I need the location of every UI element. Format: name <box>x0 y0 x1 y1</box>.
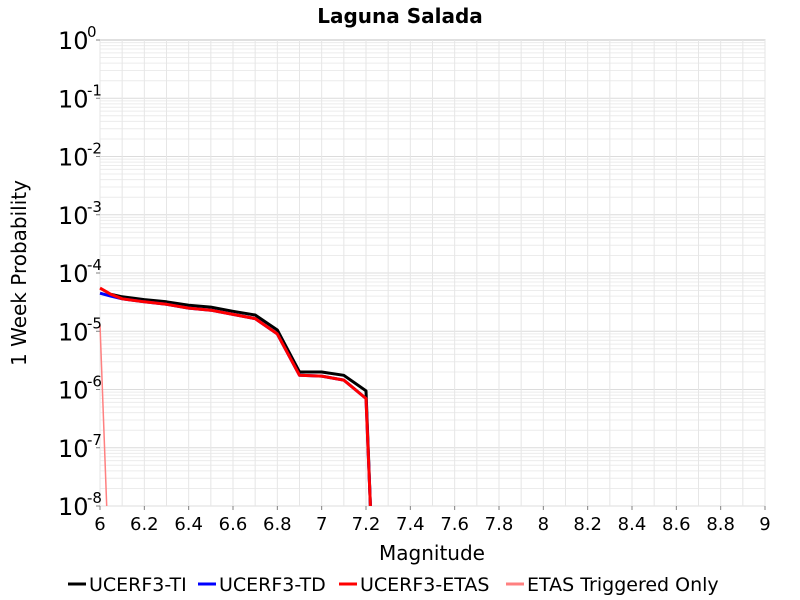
legend: UCERF3-TI UCERF3-TD UCERF3-ETAS ETAS Trigge… <box>68 574 719 596</box>
x-tick-label: 8 <box>538 514 549 535</box>
x-tick-label: 7.6 <box>440 514 469 535</box>
y-tick-label: 10 <box>58 260 89 288</box>
y-tick-label: 10 <box>58 435 89 463</box>
legend-label: UCERF3-TI <box>89 574 187 596</box>
chart-title: Laguna Salada <box>317 4 483 28</box>
y-tick-label: 10 <box>58 27 89 55</box>
y-tick-exponent: -6 <box>87 373 102 391</box>
y-tick-label: 10 <box>58 144 89 172</box>
x-tick-label: 7.2 <box>352 514 381 535</box>
x-tick-label: 7.4 <box>396 514 425 535</box>
y-tick-label: 10 <box>58 85 89 113</box>
y-tick-exponent: -5 <box>87 314 102 332</box>
y-tick-label: 10 <box>58 377 89 405</box>
x-tick-label: 9 <box>759 514 770 535</box>
y-tick-exponent: -1 <box>87 81 102 99</box>
x-tick-label: 8.8 <box>706 514 735 535</box>
y-tick-exponent: -2 <box>87 140 102 158</box>
x-axis-label: Magnitude <box>379 541 485 565</box>
x-tick-label: 8.6 <box>662 514 691 535</box>
series-line-ucerf3-etas <box>99 286 372 507</box>
y-axis-label: 1 Week Probability <box>7 180 31 366</box>
x-tick-label: 6.8 <box>263 514 292 535</box>
y-tick-exponent: -4 <box>87 256 102 274</box>
series-line-ucerf3-ti <box>110 292 372 507</box>
y-tick-exponent: -7 <box>87 431 102 449</box>
x-tick-label: 7 <box>316 514 327 535</box>
y-tick-exponent: -3 <box>87 198 102 216</box>
x-tick-label: 8.2 <box>573 514 602 535</box>
series-layer <box>99 286 372 507</box>
legend-label: ETAS Triggered Only <box>527 574 719 596</box>
y-tick-label: 10 <box>58 318 89 346</box>
y-tick-label: 10 <box>58 493 89 521</box>
x-tick-label: 6.2 <box>130 514 159 535</box>
x-axis-ticks: 6 6.2 6.4 6.6 6.8 7 7.2 7.4 7.6 7.8 8 8.2 8.4 8.6 8.8 9 <box>94 506 771 535</box>
y-tick-exponent: -8 <box>87 489 102 507</box>
grid <box>99 40 766 507</box>
x-tick-label: 6.6 <box>219 514 248 535</box>
x-tick-label: 8.4 <box>618 514 647 535</box>
x-tick-label: 6 <box>94 514 105 535</box>
x-tick-label: 7.8 <box>485 514 514 535</box>
series-line-etas-triggered-only <box>99 324 108 507</box>
legend-label: UCERF3-ETAS <box>360 574 489 596</box>
legend-label: UCERF3-TD <box>219 574 326 596</box>
y-tick-exponent: 0 <box>87 23 97 41</box>
x-tick-label: 6.4 <box>174 514 203 535</box>
y-tick-label: 10 <box>58 202 89 230</box>
